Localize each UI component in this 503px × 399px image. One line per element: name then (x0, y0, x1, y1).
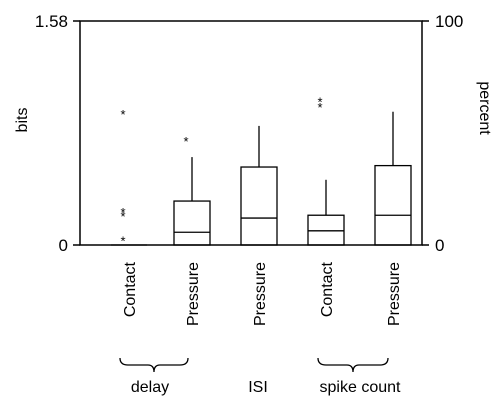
right-axis-label: percent (476, 81, 493, 135)
box-outlier: * (120, 209, 125, 224)
box-5 (374, 111, 412, 246)
left-axis-tick-label-top: 1.58 (35, 12, 68, 31)
group-label: ISI (248, 379, 268, 396)
x-tick-labels: Contact Pressure Pressure Contact Pressure (122, 261, 403, 326)
x-tick-label: Pressure (252, 262, 269, 326)
group-label: delay (131, 379, 169, 396)
box-outlier: * (183, 134, 188, 149)
x-tick-label: Contact (319, 261, 336, 317)
x-tick-label: Pressure (185, 262, 202, 326)
group-label: spike count (320, 379, 401, 396)
box-iqr (173, 200, 211, 246)
box-iqr (240, 166, 278, 246)
left-axis-tick-label-bottom: 0 (59, 236, 68, 255)
group-2: ISI (248, 379, 268, 396)
box-outlier: * (120, 233, 125, 248)
group-brace (317, 357, 389, 373)
box-3 (240, 125, 278, 246)
box-outlier: * (120, 205, 125, 220)
box-outlier: * (120, 107, 125, 122)
box-iqr (374, 164, 412, 246)
boxes-layer: ******* (111, 94, 412, 248)
right-axis-tick-label-bottom: 0 (435, 236, 444, 255)
box-outlier: * (317, 94, 322, 109)
group-1: delay (119, 357, 189, 396)
plot-frame (79, 20, 423, 246)
box-2: * (173, 134, 211, 246)
x-tick-label: Contact (122, 261, 139, 317)
right-axis-tick-label-top: 100 (435, 12, 463, 31)
group-brace (119, 357, 189, 373)
left-axis-label: bits (14, 108, 31, 133)
group-3: spike count (317, 357, 401, 396)
x-tick-label: Pressure (386, 262, 403, 326)
box-4: ** (307, 94, 345, 246)
box-iqr (307, 214, 345, 246)
group-labels: delay ISI spike count (119, 357, 401, 396)
box-1: **** (111, 107, 147, 248)
box-outlier: * (317, 100, 322, 115)
